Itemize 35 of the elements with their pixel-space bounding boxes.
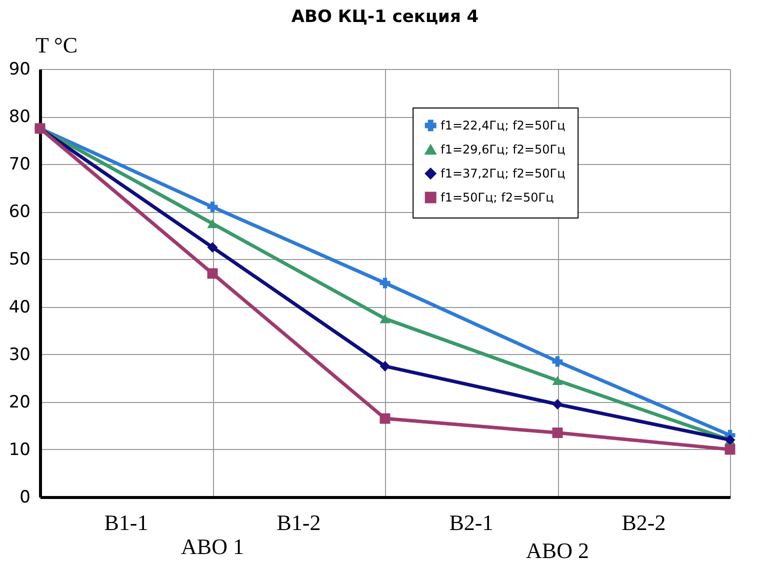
point bbox=[380, 314, 390, 324]
legend-label: f1=50Гц; f2=50Гц bbox=[440, 190, 554, 205]
point bbox=[380, 360, 390, 372]
y-tick-label: 10 bbox=[8, 440, 30, 460]
y-axis-title: T °C bbox=[36, 32, 78, 58]
y-tick-label: 60 bbox=[8, 202, 30, 222]
legend-label: f1=22,4Гц; f2=50Гц bbox=[440, 118, 566, 133]
point bbox=[207, 219, 218, 228]
point bbox=[552, 376, 563, 386]
text: В1-1 bbox=[104, 510, 148, 535]
y-tick-label: 30 bbox=[8, 344, 30, 365]
point bbox=[207, 268, 218, 279]
legend-label: f1=37,2Гц; f2=50Гц bbox=[440, 166, 566, 181]
point bbox=[724, 444, 736, 455]
text: АВО 2 bbox=[526, 538, 589, 563]
text: В1-2 bbox=[276, 510, 321, 535]
point bbox=[552, 356, 563, 367]
legend-label: f1=29,6Гц; f2=50Гц bbox=[440, 142, 566, 157]
y-tick-label: 90 bbox=[8, 60, 30, 80]
point bbox=[207, 202, 218, 212]
y-tick-label: 80 bbox=[8, 107, 30, 128]
point bbox=[552, 399, 563, 410]
point bbox=[552, 428, 563, 438]
y-tick-label: 40 bbox=[8, 297, 30, 318]
text: АВО 1 bbox=[181, 534, 244, 559]
chart-title: АВО КЦ-1 секция 4 bbox=[291, 7, 479, 27]
point bbox=[207, 242, 218, 253]
text: В2-2 bbox=[622, 510, 666, 535]
y-tick-label: 50 bbox=[8, 250, 30, 270]
point bbox=[380, 278, 390, 288]
text: В2-1 bbox=[449, 510, 494, 535]
point bbox=[380, 413, 390, 424]
y-tick-label: 0 bbox=[20, 488, 30, 508]
y-tick-label: 70 bbox=[8, 154, 30, 175]
y-tick-label: 20 bbox=[8, 392, 30, 412]
